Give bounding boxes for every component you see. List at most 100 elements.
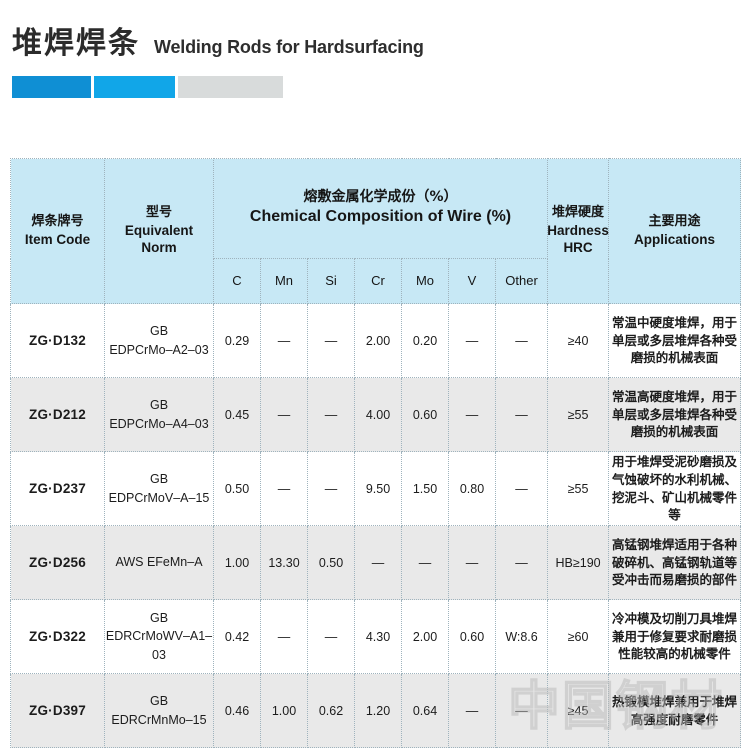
cell-other: W:8.6 [494, 599, 549, 674]
header-element-si: Si [307, 258, 355, 304]
cell-c: 0.45 [213, 377, 261, 452]
cell-cr: 1.20 [354, 673, 402, 748]
header-element-c: C [213, 258, 261, 304]
cell-v: — [448, 673, 496, 748]
cell-other: — [494, 377, 549, 452]
table-row: ZG·D212 GB EDPCrMo–A4–03 0.45 — — 4.00 0… [10, 377, 742, 452]
cell-hardness: ≥45 [547, 673, 610, 748]
header-applications: 主要用途 Applications [608, 158, 742, 304]
table-row: ZG·D132 GB EDPCrMo–A2–03 0.29 — — 2.00 0… [10, 303, 742, 378]
header-norm-cn: 型号 [145, 205, 172, 221]
cell-equivalent-norm: GB EDRCrMoWV–A1–03 [104, 599, 214, 674]
header-item-code-en: Item Code [24, 231, 91, 247]
cell-hardness: ≥60 [547, 599, 610, 674]
cell-mn: 1.00 [260, 673, 308, 748]
accent-bar-segment-2 [94, 76, 175, 98]
cell-si: 0.62 [307, 673, 355, 748]
cell-equivalent-norm: AWS EFeMn–A [104, 525, 214, 600]
cell-applications: 热锻模堆焊兼用于堆焊高强度耐磨零件 [608, 673, 742, 748]
cell-norm-body: EDPCrMo–A2–03 [109, 342, 209, 357]
header-composition-en: Chemical Composition of Wire (%) [249, 208, 512, 226]
cell-v: 0.80 [448, 451, 496, 526]
cell-item-code: ZG·D237 [10, 451, 105, 526]
cell-equivalent-norm: GB EDRCrMnMo–15 [104, 673, 214, 748]
header-element-v: V [448, 258, 496, 304]
cell-mo: 0.64 [401, 673, 449, 748]
cell-item-code: ZG·D132 [10, 303, 105, 378]
table-row: ZG·D322 GB EDRCrMoWV–A1–03 0.42 — — 4.30… [10, 599, 742, 674]
header-applications-en: Applications [634, 231, 716, 247]
header-element-mo: Mo [401, 258, 449, 304]
cell-item-code: ZG·D256 [10, 525, 105, 600]
cell-equivalent-norm: GB EDPCrMo–A4–03 [104, 377, 214, 452]
cell-norm-body: EDRCrMoWV–A1–03 [105, 629, 213, 662]
title-row: 堆焊焊条 Welding Rods for Hardsurfacing [12, 18, 424, 62]
header-hardness-en-line2: HRC [563, 240, 593, 256]
cell-item-code: ZG·D322 [10, 599, 105, 674]
cell-mo: 1.50 [401, 451, 449, 526]
cell-applications: 常温高硬度堆焊，用于单层或多层堆焊各种受磨损的机械表面 [608, 377, 742, 452]
table-row: ZG·D256 AWS EFeMn–A 1.00 13.30 0.50 — — … [10, 525, 742, 600]
cell-c: 0.50 [213, 451, 261, 526]
header-chemical-composition-group: 熔敷金属化学成份（%） Chemical Composition of Wire… [212, 158, 549, 259]
cell-norm-head: GB [149, 324, 169, 339]
cell-mo: 0.20 [401, 303, 449, 378]
cell-other: — [494, 451, 549, 526]
cell-applications: 高锰钢堆焊适用于各种破碎机、高锰钢轨道等受冲击而易磨损的部件 [608, 525, 742, 600]
accent-bar-segment-1 [12, 76, 91, 98]
cell-mn: — [260, 451, 308, 526]
cell-cr: 9.50 [354, 451, 402, 526]
header-equivalent-norm: 型号 Equivalent Norm [104, 158, 214, 304]
cell-mo: — [401, 525, 449, 600]
cell-c: 0.46 [213, 673, 261, 748]
cell-hardness: ≥55 [547, 451, 610, 526]
table-header: 焊条牌号 Item Code 型号 Equivalent Norm 熔敷金属化学… [10, 158, 742, 304]
header-item-code-cn: 焊条牌号 [31, 214, 84, 230]
cell-norm-head: GB [149, 694, 169, 709]
cell-mn: — [260, 303, 308, 378]
cell-c: 0.29 [213, 303, 261, 378]
accent-bar-segment-3 [178, 76, 283, 98]
cell-hardness: HB≥190 [547, 525, 610, 600]
cell-norm-head: GB [149, 398, 169, 413]
cell-applications: 常温中硬度堆焊，用于单层或多层堆焊各种受磨损的机械表面 [608, 303, 742, 378]
page-header: 堆焊焊条 Welding Rods for Hardsurfacing [0, 0, 750, 128]
table-row: ZG·D237 GB EDPCrMoV–A–15 0.50 — — 9.50 1… [10, 451, 742, 526]
welding-rods-spec-table: 焊条牌号 Item Code 型号 Equivalent Norm 熔敷金属化学… [10, 158, 742, 748]
cell-other: — [494, 673, 549, 748]
cell-cr: 4.30 [354, 599, 402, 674]
cell-equivalent-norm: GB EDPCrMoV–A–15 [104, 451, 214, 526]
cell-norm-body: EDRCrMnMo–15 [111, 712, 207, 727]
table-body: ZG·D132 GB EDPCrMo–A2–03 0.29 — — 2.00 0… [10, 303, 742, 748]
cell-norm-body: AWS EFeMn–A [115, 555, 203, 570]
accent-bar [12, 76, 283, 98]
cell-hardness: ≥55 [547, 377, 610, 452]
page-title-chinese: 堆焊焊条 [12, 26, 140, 61]
cell-si: — [307, 303, 355, 378]
cell-v: — [448, 377, 496, 452]
header-hardness-en-line1: Hardness [547, 223, 609, 239]
table-row: ZG·D397 GB EDRCrMnMo–15 0.46 1.00 0.62 1… [10, 673, 742, 748]
header-item-code: 焊条牌号 Item Code [10, 158, 105, 304]
cell-v: — [448, 303, 496, 378]
cell-mo: 0.60 [401, 377, 449, 452]
cell-item-code: ZG·D397 [10, 673, 105, 748]
header-applications-cn: 主要用途 [648, 214, 701, 230]
cell-v: — [448, 525, 496, 600]
header-hardness: 堆焊硬度 Hardness HRC [547, 158, 610, 304]
cell-cr: — [354, 525, 402, 600]
cell-si: — [307, 377, 355, 452]
header-element-cr: Cr [354, 258, 402, 304]
cell-si: — [307, 599, 355, 674]
cell-hardness: ≥40 [547, 303, 610, 378]
cell-item-code: ZG·D212 [10, 377, 105, 452]
cell-other: — [494, 525, 549, 600]
cell-equivalent-norm: GB EDPCrMo–A2–03 [104, 303, 214, 378]
cell-mn: 13.30 [260, 525, 308, 600]
cell-mo: 2.00 [401, 599, 449, 674]
cell-mn: — [260, 599, 308, 674]
cell-norm-head: GB [149, 472, 169, 487]
header-hardness-cn: 堆焊硬度 [552, 205, 605, 221]
cell-mn: — [260, 377, 308, 452]
cell-norm-head: GB [149, 611, 169, 626]
